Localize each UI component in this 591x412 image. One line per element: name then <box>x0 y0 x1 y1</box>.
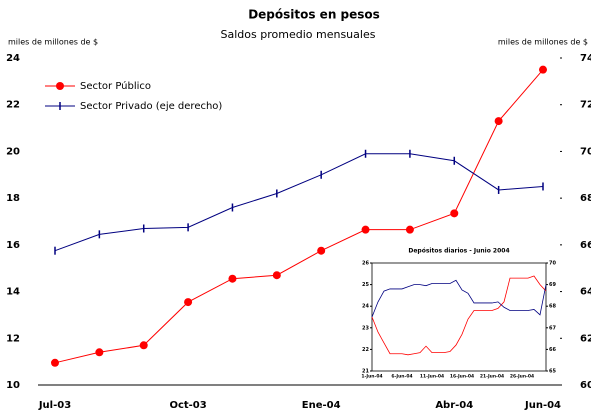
point <box>361 225 370 234</box>
y-tick-label: 12 <box>6 333 20 344</box>
x-tick-label: Oct-03 <box>169 400 206 411</box>
y-axis-label: miles de millones de $ <box>8 38 98 47</box>
point <box>317 246 326 255</box>
point <box>405 225 414 234</box>
y-tick-label: 24 <box>362 304 369 310</box>
x-tick-label: Abr-04 <box>435 400 473 411</box>
chart-subtitle: Saldos promedio mensuales <box>221 28 376 41</box>
x-tick-label: 21-Jun-04 <box>480 374 504 380</box>
point <box>184 298 193 307</box>
point <box>450 209 459 218</box>
x-tick-label: Ene-04 <box>302 400 341 411</box>
point <box>51 358 59 367</box>
y2-tick-label: 70 <box>549 261 556 267</box>
x-tick-label: 26-Jun-04 <box>510 374 534 380</box>
x-tick-label: Jul-03 <box>38 400 71 411</box>
y2-tick-label: 69 <box>549 282 556 288</box>
y-tick-label: 21 <box>362 369 369 375</box>
y-tick-label: 20 <box>6 146 20 157</box>
y2-tick-label: 67 <box>549 325 556 331</box>
legend-label: Sector Público <box>80 80 151 92</box>
y2-tick-label: 66 <box>549 347 556 353</box>
y-tick-label: 22 <box>6 100 20 111</box>
y-tick-label: 24 <box>6 53 20 64</box>
y2-tick-label: 68 <box>580 193 591 204</box>
x-tick-label: 6-Jun-04 <box>391 374 412 380</box>
y2-tick-label: 60 <box>580 380 591 391</box>
y2-tick-label: 70 <box>580 146 591 157</box>
y2-tick-label: 62 <box>580 333 591 344</box>
legend-label: Sector Privado (eje derecho) <box>80 101 222 112</box>
chart-title: Depósitos diarios - Junio 2004 <box>408 248 509 255</box>
y2-tick-label: 65 <box>549 369 556 375</box>
y-tick-label: 26 <box>362 261 369 267</box>
y2-axis-label: miles de millones de $ <box>498 38 588 47</box>
point <box>539 65 547 74</box>
point <box>272 271 281 280</box>
y-tick-label: 25 <box>362 282 369 288</box>
point <box>95 348 104 357</box>
y2-tick-label: 68 <box>549 304 556 310</box>
y2-tick-label: 64 <box>580 287 591 298</box>
y-tick-label: 18 <box>6 193 20 204</box>
x-tick-label: 1-Jun-04 <box>361 374 382 380</box>
y-tick-label: 16 <box>6 240 20 251</box>
point <box>494 117 503 126</box>
chart-title: Depósitos en pesos <box>248 8 380 22</box>
x-tick-label: Jun-04 <box>524 400 561 411</box>
x-tick-label: 11-Jun-04 <box>420 374 444 380</box>
y2-tick-label: 74 <box>580 53 591 64</box>
legend-marker <box>56 82 64 90</box>
y2-tick-label: 72 <box>580 100 591 111</box>
inset-frame <box>371 262 547 372</box>
series-line <box>371 279 547 318</box>
series-line <box>54 153 544 252</box>
y-tick-label: 22 <box>362 347 369 353</box>
point <box>139 341 148 350</box>
y-tick-label: 10 <box>6 380 20 391</box>
y-tick-label: 23 <box>362 325 369 331</box>
series-line <box>371 275 547 356</box>
point <box>228 274 237 283</box>
series-line <box>54 69 544 364</box>
x-tick-label: 16-Jun-04 <box>450 374 474 380</box>
y-tick-label: 14 <box>6 287 20 298</box>
y2-tick-label: 66 <box>580 240 591 251</box>
